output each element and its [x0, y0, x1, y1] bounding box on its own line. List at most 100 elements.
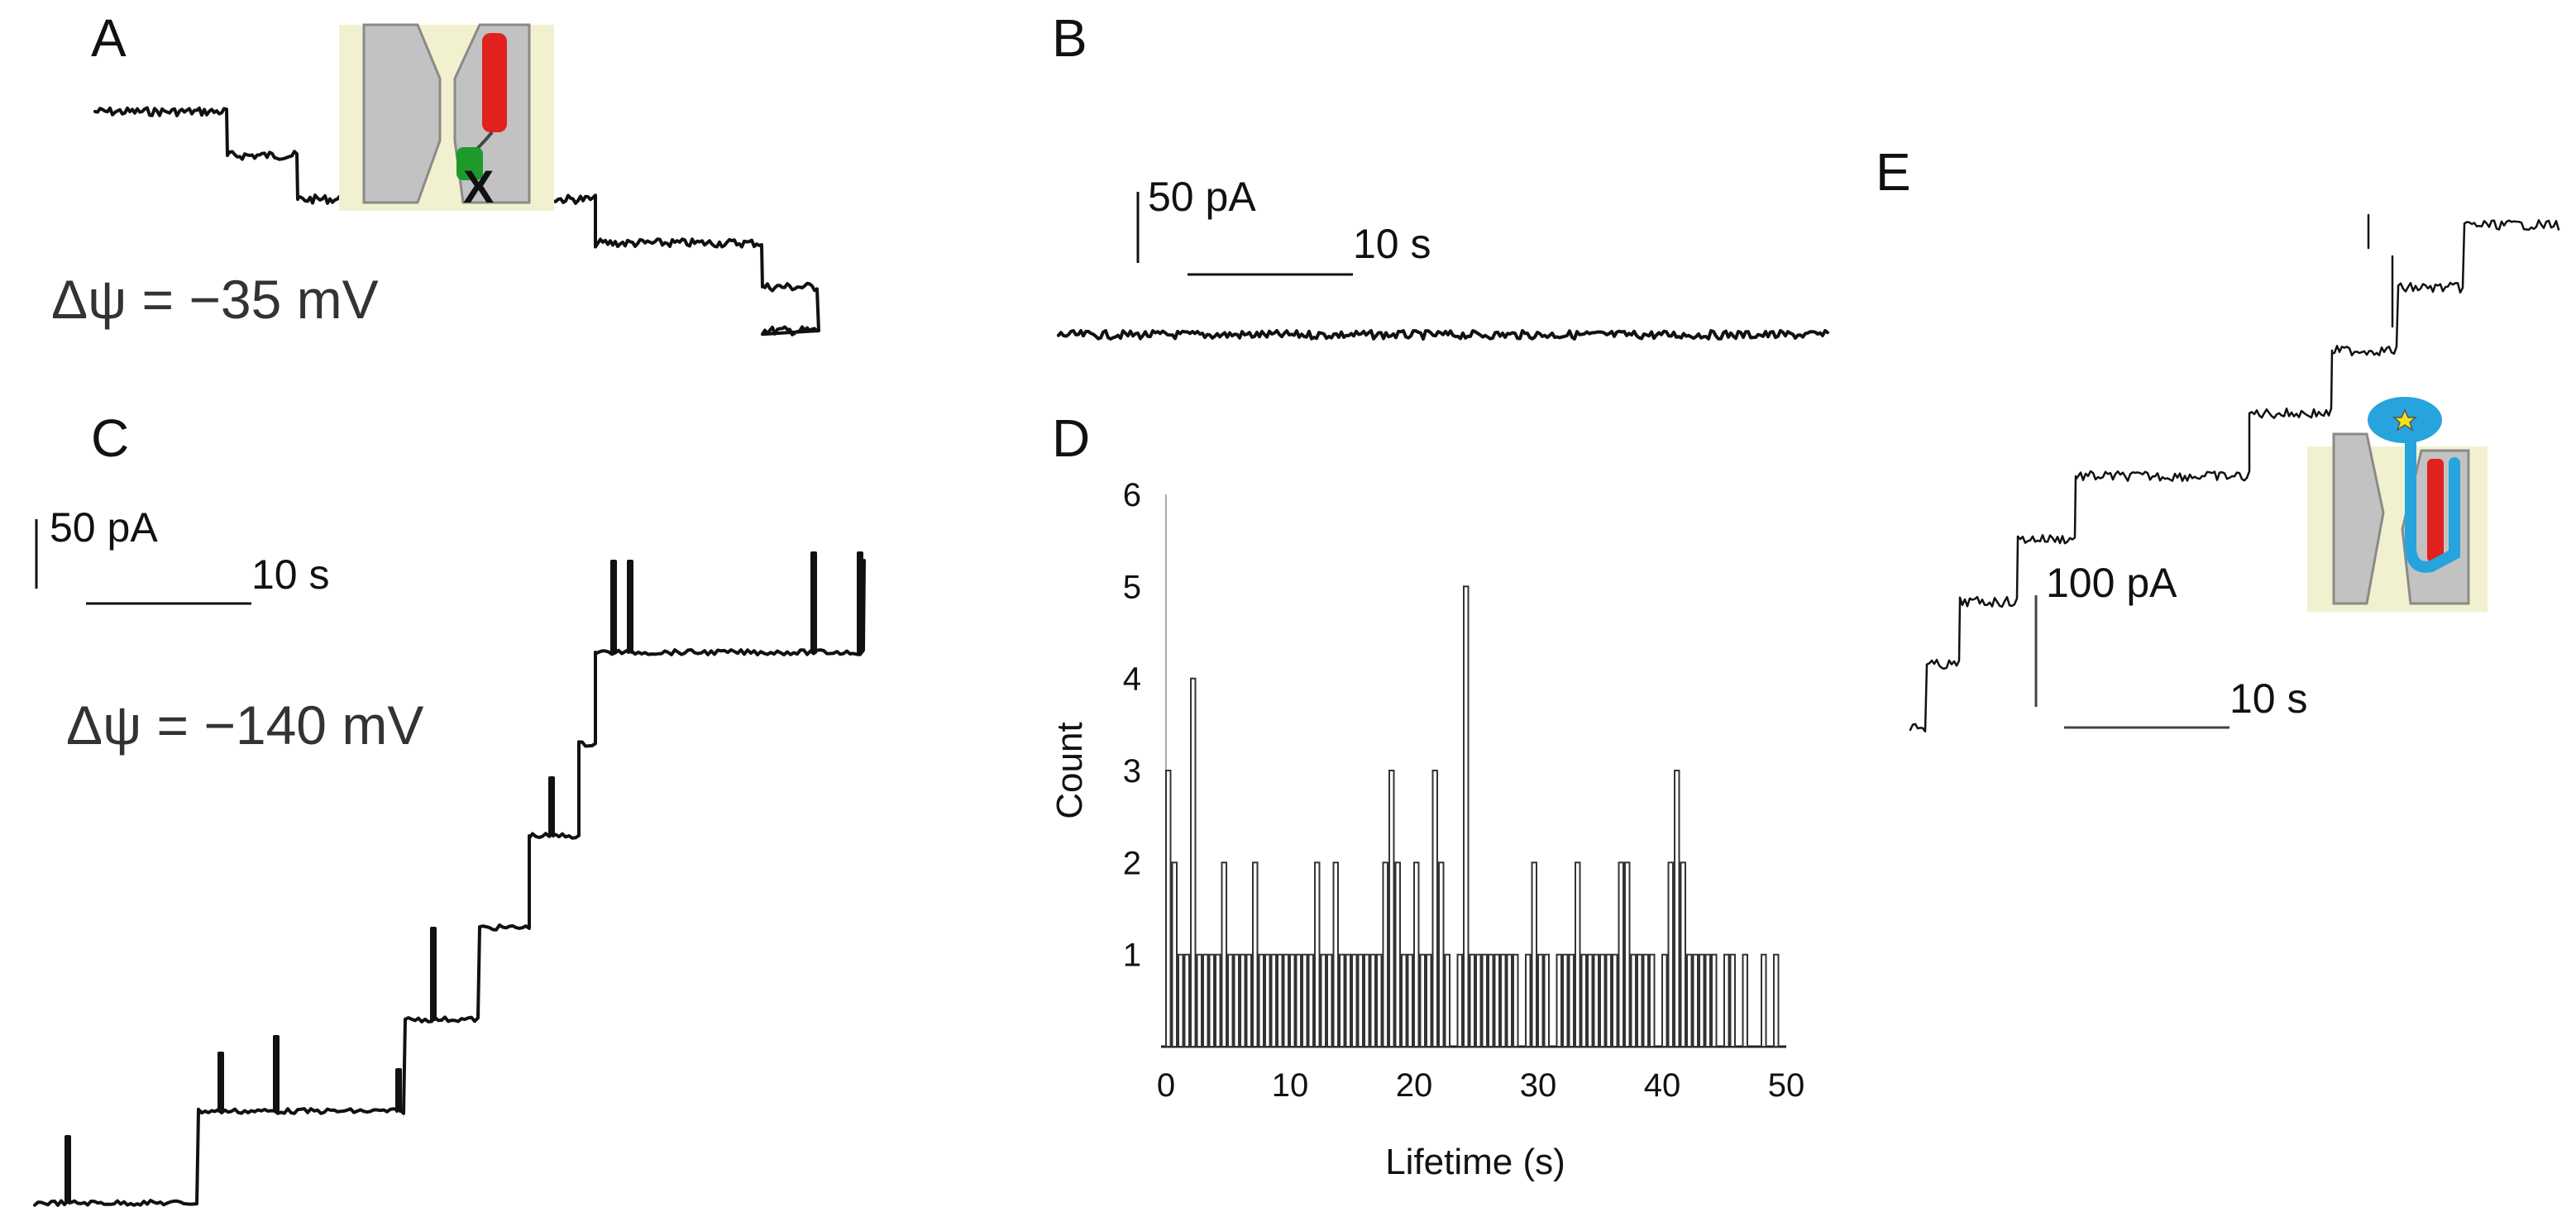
histogram-bar	[1580, 953, 1587, 1047]
histogram-bar	[1649, 953, 1656, 1047]
panel-c-current-trace	[33, 551, 866, 1207]
histogram-bar	[1525, 953, 1532, 1047]
panel-b-current-trace	[1057, 329, 1829, 341]
histogram-bar	[1692, 953, 1699, 1047]
histogram-bar	[1289, 953, 1296, 1047]
histogram-bar	[1531, 861, 1537, 1048]
histogram-bar	[1202, 953, 1209, 1047]
histogram-bar	[1630, 953, 1637, 1047]
histogram-bar	[1537, 953, 1544, 1047]
histogram-bar	[1221, 861, 1227, 1048]
histogram-bar	[1599, 953, 1606, 1047]
histogram-bar	[1723, 953, 1730, 1047]
panel-e-label: E	[1876, 142, 1911, 202]
histogram-bar	[1183, 953, 1190, 1047]
histogram-bar	[1494, 953, 1500, 1047]
channel-left-half	[362, 23, 442, 204]
panel-e-channel-inset	[2307, 397, 2488, 612]
histogram-bar	[1295, 953, 1302, 1047]
panel-a-channel-inset: X	[339, 23, 554, 212]
panel-b-current-scale-label: 50 pA	[1148, 174, 1256, 220]
histogram-bar	[1357, 953, 1364, 1047]
histogram-bar	[1165, 770, 1172, 1047]
histogram-bar	[1624, 861, 1631, 1048]
panel-a-label: A	[91, 8, 127, 68]
histogram-bar	[1388, 770, 1395, 1047]
histogram-bar	[1351, 953, 1358, 1047]
y-tick-label: 2	[1123, 845, 1141, 881]
histogram-bar	[1568, 953, 1575, 1047]
histogram-bar	[1339, 953, 1345, 1047]
y-tick-label: 4	[1123, 661, 1141, 698]
histogram-bar	[1364, 953, 1370, 1047]
histogram-bar	[1320, 953, 1326, 1047]
panel-a-voltage-label: Δψ = −35 mV	[51, 269, 379, 330]
histogram-bar	[1575, 861, 1581, 1048]
histogram-bar	[1642, 953, 1649, 1047]
histogram-bar	[1258, 953, 1264, 1047]
histogram-bar	[1605, 953, 1612, 1047]
histogram-bar	[1699, 953, 1705, 1047]
histogram-bar	[1593, 953, 1599, 1047]
histogram-bar	[1178, 953, 1184, 1047]
histogram-bar	[1413, 861, 1420, 1048]
histogram-bar	[1711, 953, 1718, 1047]
histogram-bar	[1742, 953, 1748, 1047]
histogram-bar	[1233, 953, 1240, 1047]
x-tick-label: 0	[1157, 1067, 1175, 1104]
panel-e: E 100 pA 10 s	[1876, 142, 2560, 732]
histogram-bar	[1314, 861, 1321, 1048]
histogram-bar	[1612, 953, 1618, 1047]
histogram-bars	[1165, 585, 1780, 1048]
panel-c-time-scale-label: 10 s	[251, 551, 330, 598]
histogram-bar	[1761, 953, 1767, 1047]
y-tick-label: 6	[1123, 477, 1141, 513]
histogram-bar	[1456, 953, 1463, 1047]
y-tick-label: 5	[1123, 569, 1141, 605]
star-ligand	[2392, 408, 2418, 432]
histogram-bar	[1488, 953, 1494, 1047]
histogram-bar	[1394, 861, 1401, 1048]
histogram-bar	[1475, 953, 1482, 1047]
histogram-bar	[1506, 953, 1513, 1047]
histogram-bar	[1401, 953, 1407, 1047]
panel-e-current-scale-label: 100 pA	[2046, 560, 2177, 606]
histogram-bar	[1680, 861, 1686, 1048]
panel-b-time-scale-label: 10 s	[1353, 221, 1431, 267]
panel-d-label: D	[1052, 408, 1090, 468]
histogram-bar	[1277, 953, 1283, 1047]
panel-c-current-scale-label: 50 pA	[50, 504, 158, 551]
histogram-bar	[1419, 953, 1426, 1047]
histogram-bar	[1587, 953, 1594, 1047]
x-tick-label: 40	[1644, 1067, 1681, 1104]
histogram-bar	[1618, 861, 1624, 1048]
histogram-bar	[1252, 861, 1259, 1048]
histogram-bar	[1686, 953, 1693, 1047]
panel-e-current-trace	[1909, 213, 2560, 732]
panel-e-time-scale-label: 10 s	[2230, 675, 2308, 722]
histogram-bar	[1302, 953, 1308, 1047]
red-helix	[2427, 459, 2444, 562]
histogram-bar	[1431, 770, 1438, 1047]
panel-c-voltage-label: Δψ = −140 mV	[66, 694, 423, 756]
histogram-bar	[1227, 953, 1234, 1047]
histogram-bar	[1513, 953, 1519, 1047]
histogram-bar	[1674, 770, 1680, 1047]
x-tick-label: 30	[1520, 1067, 1557, 1104]
histogram-bar	[1661, 953, 1668, 1047]
green-tag	[456, 147, 483, 180]
histogram-bar	[1245, 953, 1252, 1047]
histogram-bar	[1773, 953, 1780, 1047]
x-tick-label: 10	[1272, 1067, 1309, 1104]
blue-peptide	[2405, 437, 2460, 573]
channel-left-half	[2332, 432, 2385, 605]
histogram-bar	[1667, 861, 1674, 1048]
x-axis-label: Lifetime (s)	[1385, 1142, 1565, 1182]
y-tick-label: 1	[1123, 938, 1141, 974]
histogram-bar	[1426, 953, 1432, 1047]
y-axis-label: Count	[1049, 722, 1090, 818]
histogram-bar	[1307, 953, 1314, 1047]
histogram-bar	[1463, 585, 1470, 1047]
histogram-bar	[1326, 953, 1333, 1047]
y-tick-label: 3	[1123, 753, 1141, 790]
